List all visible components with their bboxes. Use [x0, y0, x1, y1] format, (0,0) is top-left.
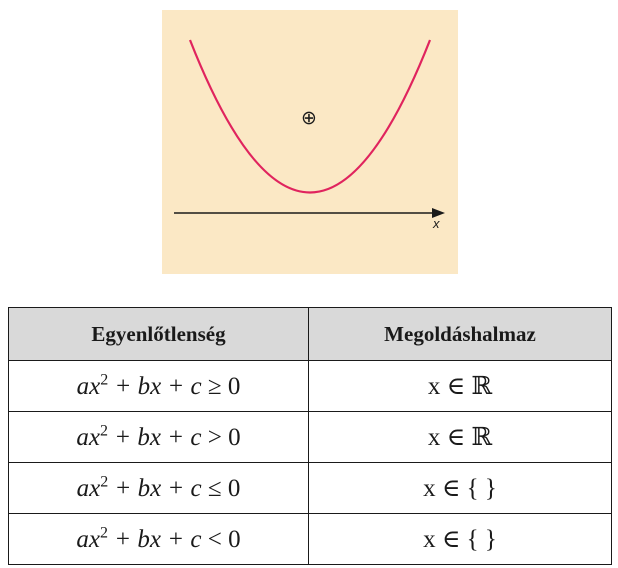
inequality-cell: ax2 + bx + c < 0	[8, 513, 309, 565]
parabola-curve	[188, 39, 432, 194]
expr-rhs: 0	[221, 423, 241, 451]
inequality-cell: ax2 + bx + c ≥ 0	[8, 360, 309, 412]
expr-operator: <	[207, 525, 222, 553]
inequality-table: Egyenlőtlenség Megoldáshalmaz ax2 + bx +…	[8, 307, 612, 565]
expr-exponent: 2	[100, 422, 109, 440]
x-axis-label: x	[433, 216, 440, 231]
table-row: ax2 + bx + c < 0 x ∈ { }	[8, 513, 612, 565]
table-row: ax2 + bx + c ≤ 0 x ∈ { }	[8, 462, 612, 514]
expr-rhs: 0	[221, 474, 241, 502]
solution-cell: x ∈ ℝ	[308, 411, 612, 463]
table-row: ax2 + bx + c > 0 x ∈ ℝ	[8, 411, 612, 463]
expr-rest: + bx + c	[108, 423, 208, 451]
expr-rhs: 0	[221, 525, 241, 553]
expr-rest: + bx + c	[108, 525, 208, 553]
expr-lhs: ax	[76, 474, 101, 502]
inequality-cell: ax2 + bx + c > 0	[8, 411, 309, 463]
expr-lhs: ax	[76, 525, 101, 553]
plus-sign-marker: ⊕	[301, 107, 317, 129]
expr-lhs: ax	[76, 423, 101, 451]
expr-rest: + bx + c	[108, 474, 208, 502]
table-row: ax2 + bx + c ≥ 0 x ∈ ℝ	[8, 360, 612, 412]
expr-exponent: 2	[100, 371, 109, 389]
inequality-cell: ax2 + bx + c ≤ 0	[8, 462, 309, 514]
expr-exponent: 2	[100, 524, 109, 542]
expr-rhs: 0	[221, 372, 241, 400]
solution-cell: x ∈ { }	[308, 513, 612, 565]
expr-operator: ≥	[207, 372, 222, 400]
parabola-figure: ⊕ x	[162, 10, 458, 274]
table-header-row: Egyenlőtlenség Megoldáshalmaz	[8, 307, 612, 361]
x-axis-arrowhead	[432, 208, 445, 218]
solution-cell: x ∈ { }	[308, 462, 612, 514]
solution-cell: x ∈ ℝ	[308, 360, 612, 412]
header-inequality: Egyenlőtlenség	[8, 307, 309, 361]
expr-rest: + bx + c	[108, 372, 208, 400]
header-solution-set: Megoldáshalmaz	[308, 307, 612, 361]
parabola-graph: ⊕	[174, 39, 445, 218]
expr-operator: >	[207, 423, 222, 451]
expr-lhs: ax	[76, 372, 101, 400]
expr-exponent: 2	[100, 473, 109, 491]
expr-operator: ≤	[207, 474, 222, 502]
